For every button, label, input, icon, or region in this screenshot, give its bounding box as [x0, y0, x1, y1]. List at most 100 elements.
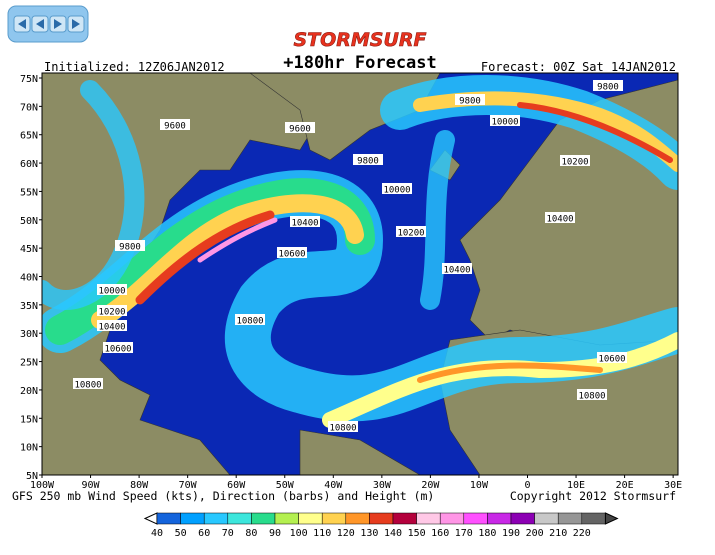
colorbar-swatch	[321, 512, 347, 525]
contour-label: 10800	[74, 381, 101, 391]
contour-label-box	[490, 115, 520, 126]
lat-label: 10N	[20, 443, 38, 454]
colorbar-swatch	[298, 512, 323, 525]
contour-label-box	[382, 183, 412, 194]
lon-label: 40W	[324, 480, 343, 491]
colorbar-label: 100	[290, 528, 308, 539]
contour-label: 10600	[104, 345, 131, 355]
colorbar-label: 130	[360, 528, 378, 539]
colorbar-swatch	[392, 512, 417, 525]
colorbar-label: 190	[502, 528, 520, 539]
colorbar-right-arrow	[604, 512, 619, 525]
contour-label-box	[285, 122, 315, 133]
contour-label: 9600	[289, 125, 311, 135]
logo: STORMSURF	[293, 29, 426, 51]
contour-label-box	[115, 240, 145, 251]
contour-label-box	[235, 314, 265, 325]
lat-label: 65N	[20, 131, 38, 142]
map-area: 9800 9800 10000 9600 9600 9800 10200 10000 10400…	[42, 73, 678, 475]
contour-label: 10000	[383, 186, 410, 196]
lat-label: 15N	[20, 414, 38, 425]
colorbar-swatch	[274, 512, 299, 525]
colorbar-label: 80	[245, 528, 257, 539]
lat-label: 30N	[20, 329, 38, 340]
contour-label-box	[73, 378, 103, 389]
contour-label: 9800	[459, 97, 481, 107]
forecast-time: Forecast: 00Z Sat 14JAN2012	[481, 60, 676, 74]
colorbar-left-arrow	[143, 512, 158, 525]
contour-label: 10600	[598, 355, 625, 365]
colorbar-swatch	[227, 512, 252, 525]
caption: GFS 250 mb Wind Speed (kts), Direction (…	[12, 489, 434, 503]
lat-label: 45N	[20, 244, 38, 255]
lat-label: 5N	[26, 471, 38, 482]
contour-label: 10800	[578, 392, 605, 402]
colorbar-swatch	[557, 512, 583, 525]
colorbar-label: 50	[175, 528, 187, 539]
lat-label: 50N	[20, 216, 38, 227]
contour-label-box	[97, 320, 127, 331]
colorbar-swatch	[180, 512, 205, 525]
lat-label: 20N	[20, 386, 38, 397]
colorbar-label: 180	[478, 528, 496, 539]
colorbar-label: 200	[526, 528, 544, 539]
colorbar-swatch	[487, 512, 512, 525]
lon-label: 20W	[421, 480, 440, 491]
colorbar-swatch	[581, 512, 606, 525]
lon-label: 30W	[373, 480, 392, 491]
lon-label: 0	[524, 480, 530, 491]
contour-label: 10400	[546, 215, 573, 225]
colorbar-label: 140	[384, 528, 402, 539]
contour-label-box	[455, 94, 485, 105]
lon-label: 30E	[664, 480, 682, 491]
colorbar-swatch	[345, 512, 370, 525]
contour-label: 10800	[236, 317, 263, 327]
contour-label: 9800	[357, 157, 379, 167]
colorbar-swatch	[510, 512, 535, 525]
colorbar-label: 70	[222, 528, 234, 539]
colorbar-swatch	[251, 512, 276, 525]
colorbar-label: 220	[573, 528, 591, 539]
lat-label: 60N	[20, 159, 38, 170]
contour-label-box	[160, 119, 190, 130]
contour-label: 9800	[119, 243, 141, 253]
title: +180hr Forecast	[283, 53, 437, 73]
contour-label-box	[442, 263, 472, 274]
colorbar-label: 60	[198, 528, 210, 539]
lat-label: 25N	[20, 358, 38, 369]
axes: 75N 70N 65N 60N 55N 50N 45N 40N 35N 30N 25N 20N 15N 1…	[20, 74, 682, 491]
colorbar-label: 120	[337, 528, 355, 539]
initialized: Initialized: 12Z06JAN2012	[44, 60, 225, 74]
contour-label: 10200	[98, 308, 125, 318]
contour-labels: 9800 9800 10000 9600 9600 9800 10200 10000 10400…	[73, 80, 627, 434]
contour-label-box	[560, 155, 590, 166]
contour-label: 10600	[278, 250, 305, 260]
contour-label-box	[328, 421, 358, 432]
contour-label-box	[277, 247, 307, 258]
contour-label-box	[97, 284, 127, 295]
colorbar-label: 110	[313, 528, 331, 539]
colorbar-label: 210	[549, 528, 567, 539]
contour-label-box	[97, 305, 127, 316]
lat-label: 75N	[20, 74, 38, 85]
colorbar-swatch	[439, 512, 465, 525]
contour-label-box	[577, 389, 607, 400]
lon-label: 10E	[567, 480, 585, 491]
contour-label: 10000	[491, 118, 518, 128]
contour-label-box	[597, 352, 627, 363]
colorbar: 40 50 60 70 80 90 100 110 120 130 140 150 160 170 180 1…	[143, 512, 619, 539]
colorbar-label: 90	[269, 528, 281, 539]
lon-label: 50W	[276, 480, 295, 491]
contour-label-box	[396, 226, 426, 237]
colorbar-label: 160	[431, 528, 449, 539]
lon-label: 60W	[227, 480, 246, 491]
colorbar-label: 40	[151, 528, 163, 539]
contour-label: 9800	[597, 83, 619, 93]
nav-buttons[interactable]	[7, 5, 89, 43]
lon-label: 90W	[82, 480, 101, 491]
lon-label: 100W	[30, 480, 55, 491]
colorbar-swatch	[203, 512, 229, 525]
contour-label-box	[593, 80, 623, 91]
